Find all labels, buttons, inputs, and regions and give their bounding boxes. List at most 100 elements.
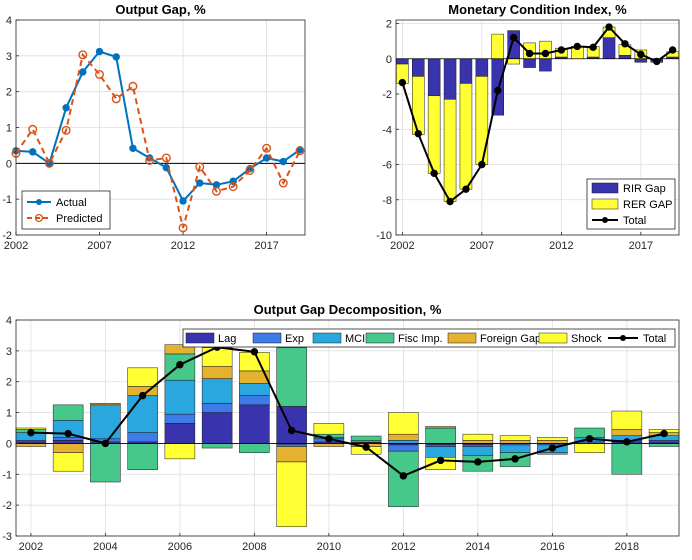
bar-rir-gap <box>539 58 552 72</box>
legend-swatch <box>252 332 282 344</box>
bar-fisc-imp- <box>648 443 680 447</box>
bar-foreign-gap <box>164 344 196 355</box>
y-tick-label: 1 <box>6 408 12 420</box>
series-predicted-point <box>211 186 221 196</box>
series-predicted-point <box>145 155 155 165</box>
x-tick-label: 2016 <box>540 541 564 553</box>
bar-shock <box>164 443 196 460</box>
legend-swatch <box>365 332 395 344</box>
plot-area <box>16 320 679 536</box>
series-actual-point <box>129 144 137 152</box>
y-tick-label: -2 <box>2 230 12 242</box>
legend-label: Total <box>643 333 666 345</box>
x-tick-label: 2002 <box>390 240 414 252</box>
bar-lag <box>239 404 270 444</box>
y-tick-label: -2 <box>2 500 12 512</box>
series-total-point <box>446 197 454 206</box>
legend-label: Exp <box>285 333 304 345</box>
bar-lag <box>164 423 196 444</box>
series-predicted-point <box>95 69 105 79</box>
bar-mci <box>164 379 196 415</box>
bar-shock <box>52 452 84 472</box>
legend-marker <box>34 213 44 223</box>
legend-swatch <box>312 332 342 344</box>
y-tick-label: -2 <box>382 89 392 101</box>
series-predicted-point <box>78 50 88 60</box>
y-ticks: -2 -1 0 1 2 3 4 <box>2 15 19 242</box>
legend-swatch <box>591 182 619 194</box>
bar-fisc-imp- <box>537 452 568 455</box>
bar-mci <box>201 378 233 404</box>
x-tick-label: 2006 <box>168 541 192 553</box>
chart-title: Output Gap Decomposition, % <box>254 302 442 317</box>
bar-fisc-imp- <box>611 443 643 475</box>
bar-shock <box>611 410 643 430</box>
bar-mci <box>127 395 158 433</box>
y-tick-label: -8 <box>382 195 392 207</box>
bar-foreign-gap <box>52 443 84 453</box>
series-total-point <box>548 444 557 452</box>
bar-foreign-gap <box>388 433 419 441</box>
legend-label: Lag <box>218 333 236 345</box>
series-actual-point <box>79 68 87 76</box>
y-ticks: -10 -8 -6 -4 -2 0 2 <box>376 19 399 242</box>
series-actual-point <box>279 157 287 166</box>
y-tick-label: 2 <box>386 19 392 31</box>
series-actual-point <box>179 197 187 205</box>
legend-marker <box>602 217 608 223</box>
bar-rir-gap <box>459 58 473 84</box>
series-actual-point <box>112 53 120 61</box>
axes-box <box>395 19 680 236</box>
series-predicted-point <box>195 162 205 172</box>
legend-swatch <box>185 332 215 344</box>
series-total-point <box>64 429 72 438</box>
series-total-point <box>660 429 668 438</box>
series-total-point <box>585 435 594 443</box>
bar-shock <box>276 461 307 527</box>
series-total-point <box>653 57 661 66</box>
series-total-point <box>138 391 147 400</box>
bar-foreign-gap <box>201 366 233 379</box>
x-tick-label: 2007 <box>470 240 494 252</box>
bar-shock <box>313 423 345 435</box>
series-total-point <box>623 438 631 446</box>
series-total-point <box>621 40 629 48</box>
series-total-point <box>250 348 259 356</box>
y-tick-label: 0 <box>6 158 12 170</box>
bar-fisc-imp- <box>425 427 456 444</box>
series-total-point <box>287 426 296 435</box>
bar-rer-gap <box>475 76 489 165</box>
bar-rir-gap <box>412 58 425 77</box>
x-ticks: 2002 2007 2012 2017 <box>390 232 653 252</box>
bar-foreign-gap <box>313 443 345 447</box>
bar-foreign-gap <box>15 443 47 447</box>
x-tick-label: 2002 <box>4 240 28 252</box>
bar-fisc-imp- <box>239 443 270 453</box>
bar-shock <box>462 433 494 441</box>
series-total-point <box>436 456 445 465</box>
series-actual-point <box>262 154 271 162</box>
series-total-point <box>478 160 486 169</box>
series-predicted-point <box>111 94 121 104</box>
series-total-point <box>430 169 438 178</box>
x-tick-label: 2014 <box>466 541 490 553</box>
x-tick-label: 2008 <box>242 541 266 553</box>
series-total-point <box>462 185 470 193</box>
series-predicted <box>11 50 305 233</box>
legend-swatch <box>591 198 619 210</box>
bar-fisc-imp- <box>90 443 121 483</box>
chart-title: Monetary Condition Index, % <box>448 2 627 17</box>
bar-mci <box>90 404 121 440</box>
x-tick-label: 2017 <box>629 240 653 252</box>
legend-label: Fisc Imp. <box>398 333 443 345</box>
series-predicted-line <box>15 52 301 229</box>
bar-lag <box>201 412 233 444</box>
legend-marker <box>620 335 626 341</box>
legend-swatch <box>538 332 568 344</box>
legend-label: Actual <box>56 197 87 209</box>
bar-rir-gap <box>475 58 489 77</box>
series-total-point <box>27 428 35 437</box>
series-predicted-point <box>28 124 38 134</box>
y-ticks: -3 -2 -1 0 1 2 3 4 <box>2 315 19 543</box>
bar-exp <box>239 395 270 406</box>
